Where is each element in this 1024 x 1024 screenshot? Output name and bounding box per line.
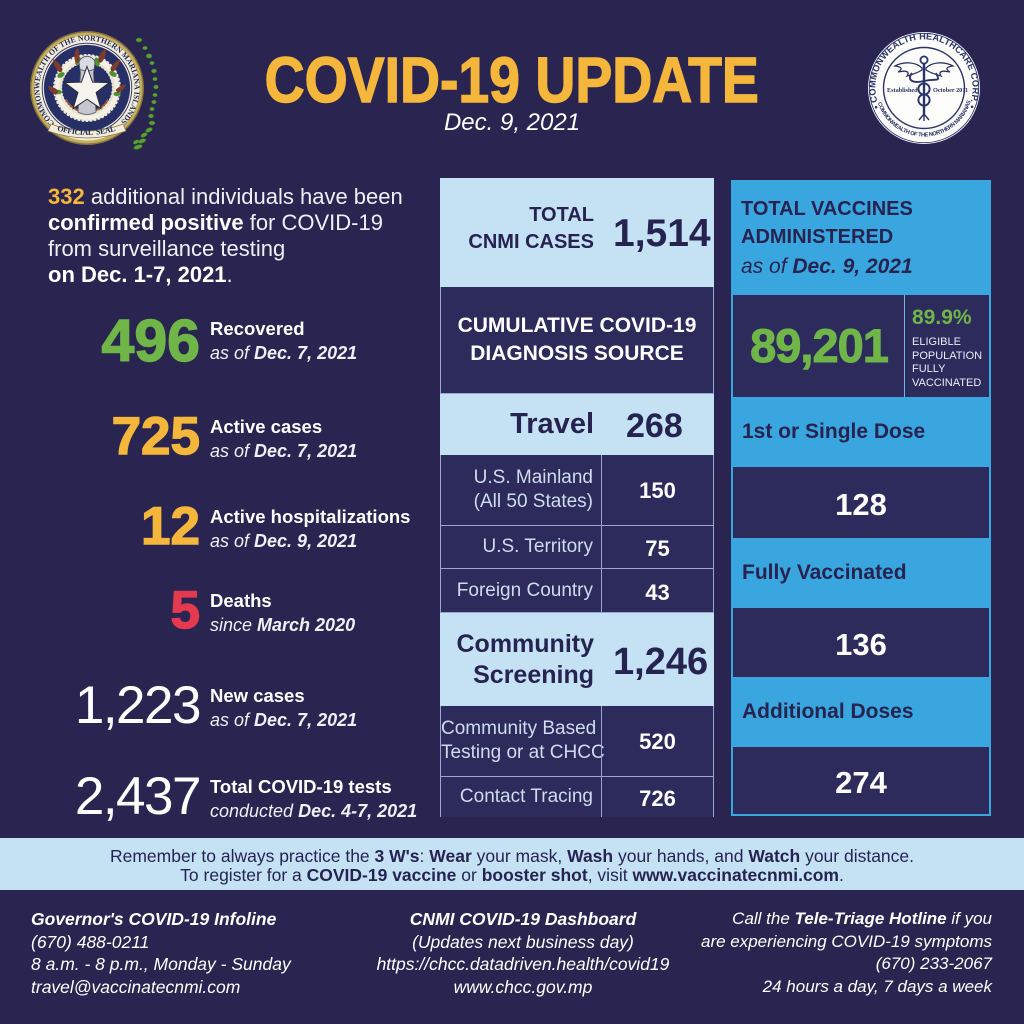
svg-text:October 2011: October 2011: [933, 87, 968, 94]
svg-text:OFFICIAL SEAL: OFFICIAL SEAL: [56, 124, 116, 137]
svg-text:Established: Established: [887, 87, 918, 94]
